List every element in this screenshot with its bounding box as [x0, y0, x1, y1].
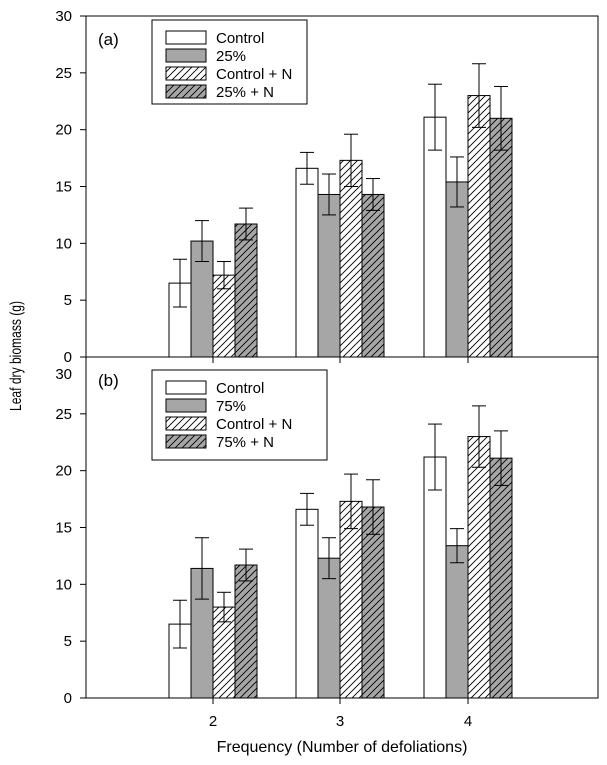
legend-label: Control [216, 380, 264, 397]
bar [234, 223, 258, 358]
y-tick-label: 10 [55, 235, 72, 252]
bar [339, 500, 363, 699]
bar [423, 116, 447, 358]
y-axis-title: Leaf dry biomass (g) [8, 301, 25, 411]
bar [489, 117, 513, 358]
legend-label: Control [216, 30, 264, 47]
legend-label: 25% [216, 48, 246, 65]
y-tick-label: 25 [55, 406, 72, 423]
bar [234, 564, 258, 699]
y-tick-label: 15 [55, 520, 72, 537]
x-axis-title: Frequency (Number of defoliations) [217, 739, 468, 756]
panel-label: (b) [98, 371, 119, 390]
x-tick-label: 3 [336, 713, 344, 730]
y-tick-label: 5 [64, 633, 72, 650]
bar [467, 95, 491, 358]
y-tick-label: 20 [55, 463, 72, 480]
bar [445, 181, 469, 358]
legend-swatch [165, 416, 207, 431]
bar [361, 193, 385, 358]
panel-label: (a) [98, 30, 119, 49]
legend-label: 75% + N [216, 434, 274, 451]
bar [467, 436, 491, 699]
legend-swatch [165, 434, 207, 449]
legend-swatch [165, 48, 207, 63]
legend-swatch [165, 398, 207, 413]
y-tick-label: 25 [55, 65, 72, 82]
bar [361, 506, 385, 699]
legend-label: 75% [216, 398, 246, 415]
legend-label: Control + N [216, 66, 292, 83]
legend-swatch [165, 380, 207, 395]
bar [317, 193, 341, 358]
y-tick-label: 30 [55, 366, 72, 383]
legend-label: 25% + N [216, 84, 274, 101]
legend-label: Control + N [216, 416, 292, 433]
y-tick-label: 15 [55, 179, 72, 196]
bar [423, 456, 447, 699]
legend-swatch [165, 84, 207, 99]
bar [295, 167, 319, 358]
legend-swatch [165, 30, 207, 45]
bar [445, 545, 469, 699]
y-tick-label: 20 [55, 122, 72, 139]
bar [489, 457, 513, 699]
y-tick-label: 0 [64, 690, 72, 707]
x-tick-label: 4 [464, 713, 472, 730]
bar [295, 508, 319, 699]
y-tick-label: 5 [64, 292, 72, 309]
y-tick-label: 10 [55, 576, 72, 593]
bar [339, 159, 363, 358]
y-tick-label: 0 [64, 349, 72, 366]
y-tick-label: 30 [55, 8, 72, 25]
bar [317, 557, 341, 699]
legend-swatch [165, 66, 207, 81]
x-tick-label: 2 [209, 713, 217, 730]
